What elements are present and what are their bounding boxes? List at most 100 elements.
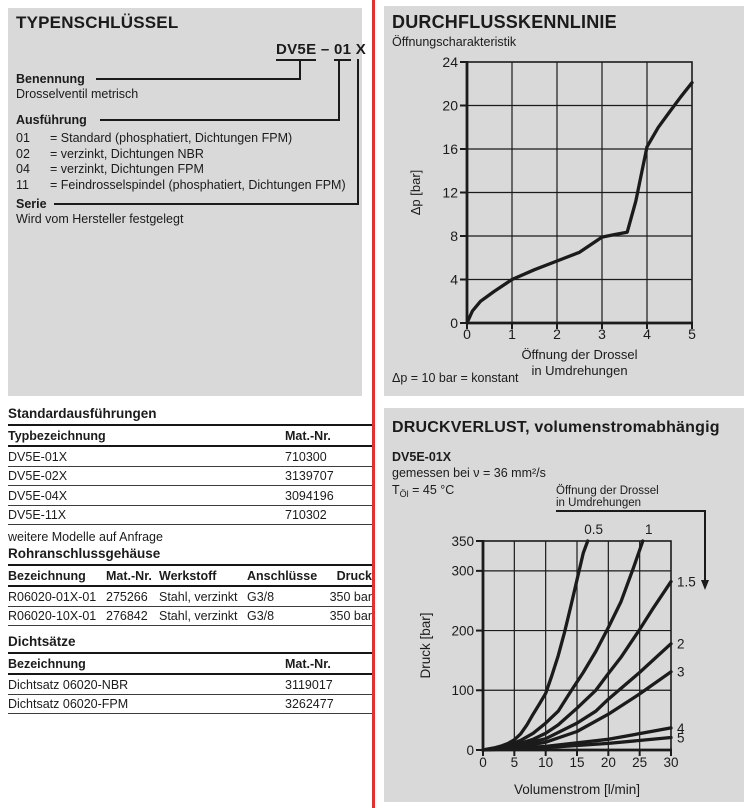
connector-serie-v: [357, 59, 359, 204]
svg-text:200: 200: [451, 623, 474, 638]
svg-text:0: 0: [450, 315, 458, 331]
column-header: Druck: [326, 566, 372, 587]
svg-text:4: 4: [677, 721, 685, 736]
typenschluessel-panel: TYPENSCHLÜSSEL DV5E – 01 X Benennung Dro…: [8, 8, 366, 396]
svg-text:24: 24: [442, 54, 458, 70]
table-row: Dichtsatz 06020-FPM 3262477: [8, 694, 372, 714]
table-cell: 3139707: [285, 466, 372, 486]
serie-text: Wird vom Hersteller festgelegt: [16, 212, 184, 226]
connector-benennung-v: [299, 59, 301, 79]
table-cell: 350 bar: [326, 586, 372, 607]
svg-text:25: 25: [632, 755, 647, 770]
svg-text:2: 2: [677, 637, 685, 652]
dicht-table-title: Dichtsätze: [8, 634, 372, 654]
druckverlust-model: DV5E-01X: [392, 450, 452, 464]
vertical-divider: [372, 0, 375, 808]
svg-text:2: 2: [553, 326, 561, 342]
connector-ausfuehrung-v: [338, 59, 340, 120]
svg-text:10: 10: [538, 755, 553, 770]
table-row: R06020-01X-01 275266 Stahl, verzinkt G3/8 35…: [8, 586, 372, 607]
durchfluss-footnote: Δp = 10 bar = konstant: [392, 371, 519, 385]
svg-text:Öffnung der Drossel: Öffnung der Drossel: [521, 347, 637, 362]
svg-text:1: 1: [508, 326, 516, 342]
ausfuehrung-label: Ausführung: [16, 113, 87, 127]
durchfluss-title: DURCHFLUSSKENNLINIE: [392, 12, 617, 32]
table-cell: DV5E-11X: [8, 505, 285, 525]
annotation-arrow-icon: [700, 580, 709, 590]
table-cell: Stahl, verzinkt: [159, 586, 247, 607]
durchfluss-subtitle: Öffnungscharakteristik: [392, 35, 517, 49]
table-cell: R06020-10X-01: [8, 606, 106, 626]
svg-text:Δp [bar]: Δp [bar]: [408, 170, 423, 216]
svg-text:4: 4: [450, 272, 458, 288]
table-cell: 350 bar: [326, 606, 372, 626]
annotation-pointer-v: [704, 510, 706, 581]
connector-benennung-h: [96, 78, 301, 80]
column-header: Mat.-Nr.: [106, 566, 159, 587]
ausfuehrung-option: 04 = verzinkt, Dichtungen FPM: [16, 162, 356, 178]
svg-text:12: 12: [442, 185, 458, 201]
connector-serie-h: [54, 203, 359, 205]
table-row: R06020-10X-01 276842 Stahl, verzinkt G3/8 35…: [8, 606, 372, 626]
annotation-pointer-h: [556, 510, 706, 512]
column-header: Anschlüsse: [247, 566, 326, 587]
table-row: DV5E-11X 710302: [8, 505, 372, 525]
annotation-line-2: in Umdrehungen: [556, 497, 642, 509]
benennung-text: Drosselventil metrisch: [16, 87, 139, 101]
standard-table: Typbezeichnung Mat.-Nr. DV5E-01X 710300 DV5E…: [8, 426, 372, 525]
annotation-line-1: Öffnung der Drossel: [556, 485, 659, 497]
column-header: Typbezeichnung: [8, 426, 285, 447]
rohr-table-block: Rohranschlussgehäuse Bezeichnung Mat.-Nr.…: [8, 546, 372, 626]
table-cell: DV5E-02X: [8, 466, 285, 486]
table-cell: G3/8: [247, 586, 326, 607]
table-row: DV5E-02X 3139707: [8, 466, 372, 486]
table-cell: 3262477: [285, 694, 372, 714]
svg-text:15: 15: [569, 755, 584, 770]
svg-text:100: 100: [451, 683, 474, 698]
table-cell: DV5E-04X: [8, 485, 285, 506]
standard-table-block: Standardausführungen Typbezeichnung Mat.-…: [8, 406, 372, 544]
ausfuehrung-option: 11 = Feindrosselspindel (phosphatiert, Di…: [16, 178, 356, 194]
svg-text:30: 30: [663, 755, 678, 770]
table-row: Dichtsatz 06020-NBR 3119017: [8, 674, 372, 695]
svg-text:300: 300: [451, 564, 474, 579]
druckverlust-condition-2: TÖl = 45 °C: [392, 483, 454, 502]
dicht-table: Bezeichnung Mat.-Nr. Dichtsatz 06020-NBR 31…: [8, 654, 372, 714]
typenschluessel-title: TYPENSCHLÜSSEL: [16, 13, 179, 32]
option-code: 02: [16, 146, 30, 161]
svg-text:4: 4: [643, 326, 651, 342]
option-code: 04: [16, 162, 30, 176]
option-desc: = Standard (phosphatiert, Dichtungen FPM…: [50, 131, 293, 145]
type-code-serie: X: [355, 41, 367, 58]
table-cell: 276842: [106, 606, 159, 626]
column-header: Bezeichnung: [8, 654, 285, 675]
benennung-label: Benennung: [16, 72, 85, 86]
standard-table-title: Standardausführungen: [8, 406, 372, 426]
svg-text:5: 5: [688, 326, 696, 342]
table-cell: 3094196: [285, 485, 372, 506]
svg-text:350: 350: [451, 534, 474, 549]
svg-text:5: 5: [677, 730, 685, 745]
druckverlust-panel: DRUCKVERLUST, volumenstromabhängig DV5E-…: [384, 408, 744, 802]
svg-text:8: 8: [450, 228, 458, 244]
type-code-ausfuehrung: 01: [333, 41, 352, 61]
option-code: 01: [16, 131, 30, 145]
column-header: Mat.-Nr.: [285, 654, 372, 675]
svg-text:0: 0: [463, 326, 471, 342]
drossel-annotation: Öffnung der Drossel in Umdrehungen: [556, 485, 659, 509]
type-code-dash-glyph: –: [320, 41, 330, 58]
option-code: 11: [16, 177, 29, 192]
table-row: DV5E-01X 710300: [8, 446, 372, 467]
svg-text:1.5: 1.5: [677, 574, 696, 589]
type-code-model: DV5E: [276, 41, 317, 61]
column-header: Bezeichnung: [8, 566, 106, 587]
durchfluss-panel: DURCHFLUSSKENNLINIE Öffnungscharakterist…: [384, 6, 744, 396]
serie-label: Serie: [16, 197, 47, 211]
druckverlust-condition-1: gemessen bei ν = 36 mm²/s: [392, 466, 546, 480]
table-cell: G3/8: [247, 606, 326, 626]
ausfuehrung-options: 01 = Standard (phosphatiert, Dichtungen F…: [16, 131, 356, 193]
column-header: Mat.-Nr.: [285, 426, 372, 447]
